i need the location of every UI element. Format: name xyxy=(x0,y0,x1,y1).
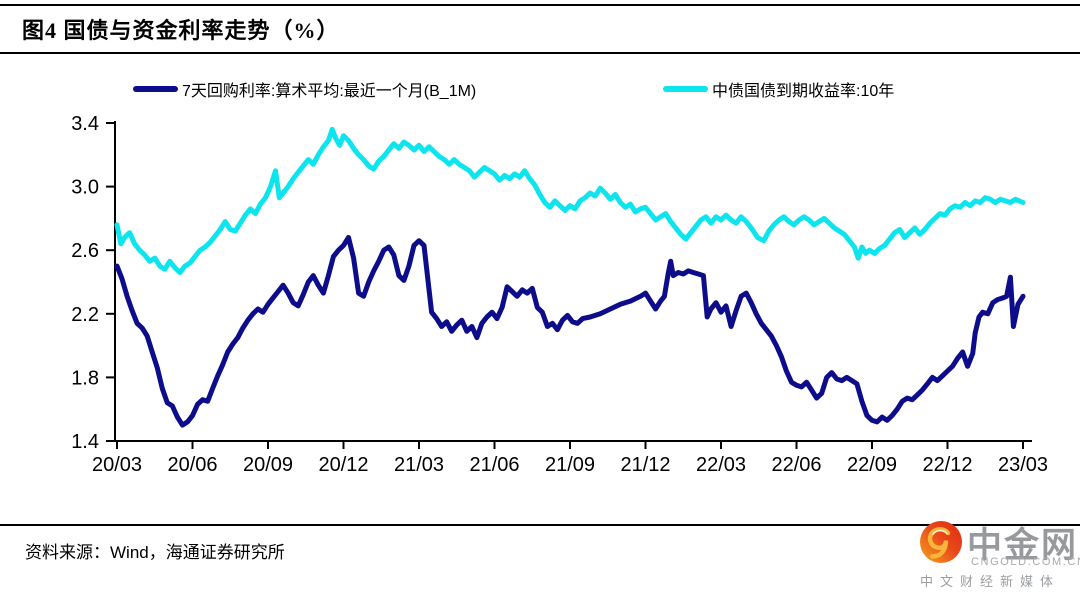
chart-legend: 7天回购利率:算术平均:最近一个月(B_1M) 中债国债到期收益率:10年 xyxy=(0,76,1080,102)
svg-text:22/06: 22/06 xyxy=(771,454,821,476)
svg-text:21/12: 21/12 xyxy=(620,454,670,476)
cngold-domain-text: CNGOLD.COM.CN xyxy=(971,556,1080,568)
svg-text:21/03: 21/03 xyxy=(394,454,444,476)
svg-text:2.2: 2.2 xyxy=(71,304,99,326)
svg-text:1.8: 1.8 xyxy=(71,367,99,389)
bottom-divider-rule xyxy=(0,524,1080,526)
svg-text:21/09: 21/09 xyxy=(545,454,595,476)
navy-line-swatch-icon xyxy=(133,86,178,92)
svg-text:20/09: 20/09 xyxy=(243,454,293,476)
legend-label-repo-rate: 7天回购利率:算术平均:最近一个月(B_1M) xyxy=(182,83,477,100)
svg-text:3.4: 3.4 xyxy=(71,113,99,135)
legend-label-bond-yield: 中债国债到期收益率:10年 xyxy=(712,83,895,100)
cngold-brand-text: 中金网 xyxy=(967,526,1079,565)
svg-text:22/12: 22/12 xyxy=(922,454,972,476)
cyan-line-swatch-icon xyxy=(663,86,708,92)
svg-text:3.0: 3.0 xyxy=(71,177,99,199)
cngold-tagline-text: 中文财经新媒体 xyxy=(920,574,1061,589)
cngold-swirl-icon xyxy=(920,521,962,563)
svg-text:22/03: 22/03 xyxy=(696,454,746,476)
data-source-note: 资料来源：Wind，海通证券研究所 xyxy=(25,543,285,562)
figure-title: 图4 国债与资金利率走势（%） xyxy=(22,18,340,43)
svg-text:20/03: 20/03 xyxy=(92,454,142,476)
svg-text:22/09: 22/09 xyxy=(847,454,897,476)
svg-text:21/06: 21/06 xyxy=(469,454,519,476)
top-rule xyxy=(0,4,1080,6)
svg-text:23/03: 23/03 xyxy=(998,454,1048,476)
legend-item-bond-yield: 中债国债到期收益率:10年 xyxy=(663,76,894,102)
cngold-watermark: 中金网 CNGOLD.COM.CN 中文财经新媒体 xyxy=(918,511,1080,589)
svg-text:20/12: 20/12 xyxy=(318,454,368,476)
legend-item-repo-rate: 7天回购利率:算术平均:最近一个月(B_1M) xyxy=(133,76,476,102)
svg-text:20/06: 20/06 xyxy=(167,454,217,476)
svg-text:1.4: 1.4 xyxy=(71,431,99,453)
svg-text:2.6: 2.6 xyxy=(71,240,99,262)
title-divider-rule xyxy=(0,52,1080,54)
